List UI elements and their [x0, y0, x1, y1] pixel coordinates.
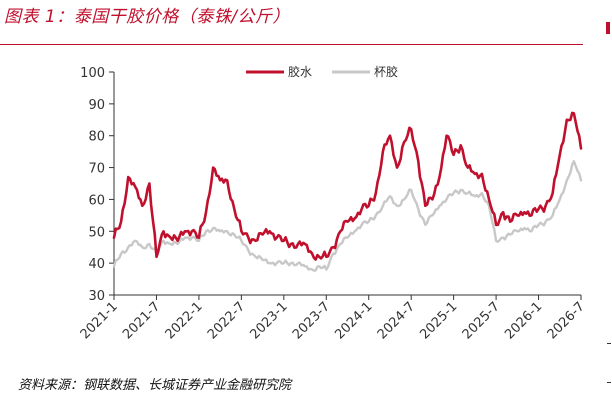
x-tick-label: 2022-1 [163, 299, 206, 342]
y-tick-label: 70 [88, 162, 105, 177]
y-tick-label: 40 [88, 257, 105, 272]
x-tick-label: 2025-7 [460, 299, 503, 342]
y-tick-label: 100 [80, 66, 105, 81]
y-tick-label: 60 [88, 193, 105, 208]
y-tick-label: 80 [88, 130, 105, 145]
series-lines [112, 111, 583, 272]
y-tick-label: 30 [88, 289, 105, 304]
y-tick-label: 90 [88, 98, 105, 113]
x-tick-label: 2024-7 [375, 299, 418, 342]
x-tick-label: 2023-1 [247, 299, 290, 342]
x-tick-label: 2021-1 [78, 299, 121, 342]
corner-mark [606, 22, 610, 34]
source-note: 资料来源：钢联数据、长城证券产业金融研究院 [18, 378, 292, 393]
x-tick-label: 2024-1 [332, 299, 375, 342]
x-tick-label: 2026-7 [545, 299, 588, 342]
series-line-jiaoshui [112, 111, 583, 261]
figure-title: 图表 1：泰国干胶价格（泰铢/公斤） [4, 7, 290, 27]
title-rule [0, 44, 583, 45]
x-tick-label: 2026-1 [502, 299, 545, 342]
y-tick-label: 50 [88, 225, 105, 240]
series-line-beijiao [112, 160, 583, 272]
edge-tick [607, 382, 611, 383]
axes: 30 40 50 60 70 80 90 100 2021-1 2021-7 2022-1 2022-… [78, 66, 588, 342]
x-tick-label: 2023-7 [290, 299, 333, 342]
x-tick-label: 2025-1 [417, 299, 460, 342]
edge-tick [607, 343, 611, 344]
x-tick-label: 2021-7 [120, 299, 163, 342]
x-tick-label: 2022-7 [205, 299, 248, 342]
legend-label: 胶水 [288, 64, 312, 79]
legend: 胶水 杯胶 [246, 64, 398, 79]
legend-label: 杯胶 [374, 64, 398, 79]
